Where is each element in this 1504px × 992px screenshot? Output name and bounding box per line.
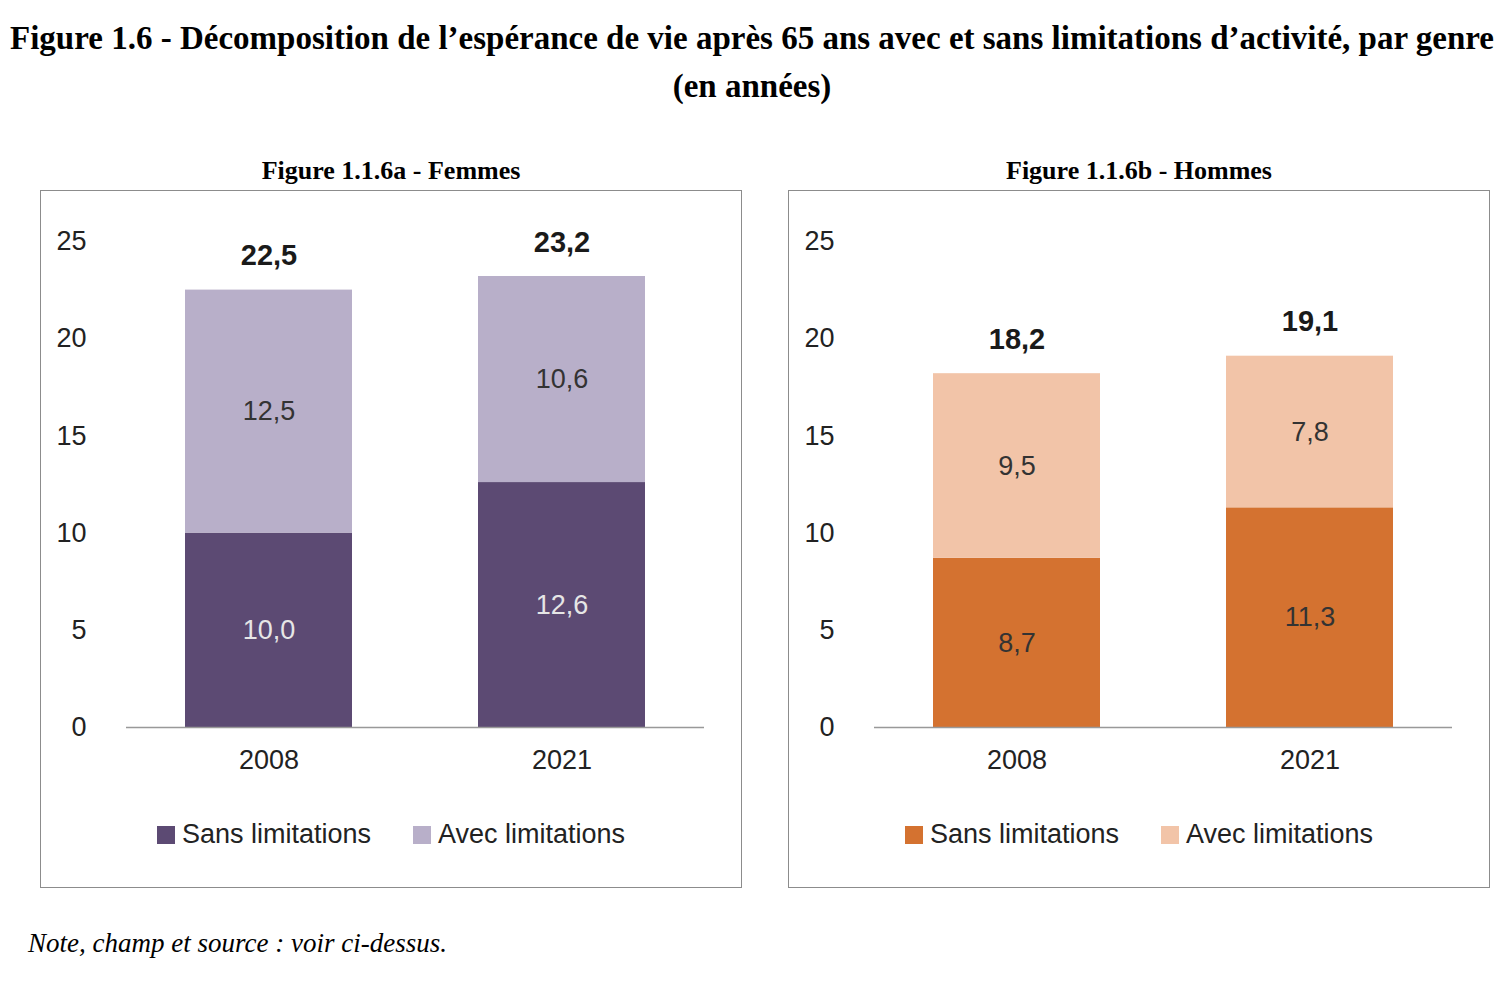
svg-text:15: 15 [56,421,86,451]
svg-text:15: 15 [804,421,834,451]
svg-text:2021: 2021 [532,745,592,775]
svg-text:5: 5 [819,615,834,645]
svg-text:2021: 2021 [1280,745,1340,775]
svg-text:20: 20 [56,323,86,353]
svg-text:10,6: 10,6 [536,364,589,394]
svg-text:18,2: 18,2 [989,323,1045,355]
svg-text:23,2: 23,2 [534,226,590,258]
svg-text:22,5: 22,5 [241,239,297,271]
svg-text:11,3: 11,3 [1285,602,1336,632]
svg-text:12,6: 12,6 [536,590,589,620]
svg-text:7,8: 7,8 [1291,417,1329,447]
svg-text:10: 10 [804,518,834,548]
svg-text:0: 0 [71,712,86,742]
svg-text:8,7: 8,7 [998,628,1036,658]
svg-text:0: 0 [819,712,834,742]
svg-text:10,0: 10,0 [243,615,296,645]
html-text:Sans limitations: Sans limitations [929,819,1119,849]
html-text:Figure 1.1.6a - Femmes: Figure 1.1.6a - Femmes [261,156,521,185]
svg-text:9,5: 9,5 [998,451,1036,481]
svg-text:25: 25 [56,226,86,256]
html-text:Figure 1.6 - Décomposition de: Figure 1.6 - Décomposition de l’espéranc… [10,20,1494,104]
svg-text:19,1: 19,1 [1282,305,1338,337]
svg-text:10: 10 [56,518,86,548]
html-text:Figure 1.1.6b - Hommes: Figure 1.1.6b - Hommes [1006,156,1272,185]
svg-text:12,5: 12,5 [243,396,296,426]
html-text:Note, champ et source : voir c: Note, champ et source : voir ci-dessus. [28,928,447,958]
svg-text:20: 20 [804,323,834,353]
svg-text:5: 5 [71,615,86,645]
html-text:Avec limitations: Avec limitations [438,819,626,849]
svg-text:2008: 2008 [239,745,299,775]
html-text:Avec limitations: Avec limitations [1186,819,1374,849]
svg-text:2008: 2008 [987,745,1047,775]
svg-text:25: 25 [804,226,834,256]
html-text:Sans limitations: Sans limitations [181,819,371,849]
